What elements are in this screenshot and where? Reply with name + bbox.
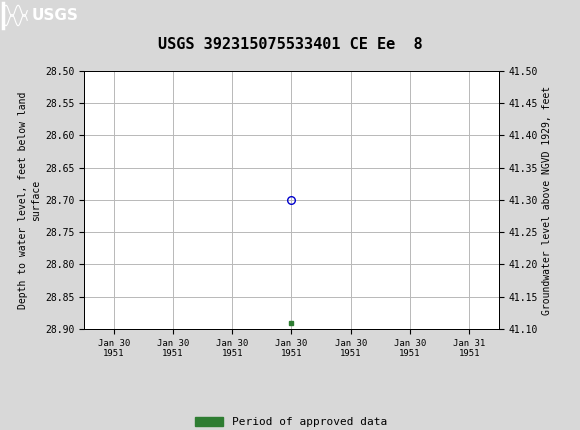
Y-axis label: Groundwater level above NGVD 1929, feet: Groundwater level above NGVD 1929, feet xyxy=(542,86,552,314)
Y-axis label: Depth to water level, feet below land
surface: Depth to water level, feet below land su… xyxy=(17,91,41,309)
Text: USGS: USGS xyxy=(32,8,79,23)
Text: USGS 392315075533401 CE Ee  8: USGS 392315075533401 CE Ee 8 xyxy=(158,37,422,52)
Legend: Period of approved data: Period of approved data xyxy=(191,413,392,430)
